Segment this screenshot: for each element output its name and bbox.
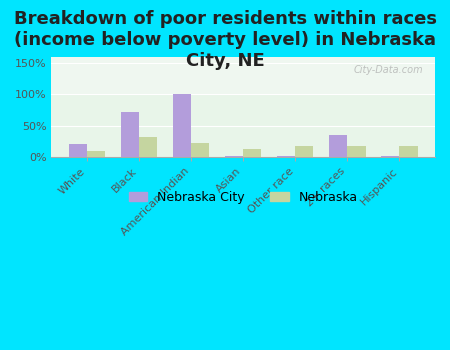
Bar [399, 146, 418, 157]
Bar [87, 151, 105, 157]
Bar [139, 137, 158, 157]
Bar [295, 146, 314, 157]
Bar [225, 156, 243, 157]
Bar [69, 145, 87, 157]
Legend: Nebraska City, Nebraska: Nebraska City, Nebraska [124, 186, 363, 209]
Bar [277, 156, 295, 157]
Bar [347, 146, 365, 157]
Text: City-Data.com: City-Data.com [354, 65, 423, 75]
Bar [121, 112, 139, 157]
Bar [173, 94, 191, 157]
Bar [51, 57, 435, 94]
Bar [381, 156, 399, 157]
Bar [243, 149, 261, 157]
Bar [329, 135, 347, 157]
Bar [191, 142, 209, 157]
Text: Breakdown of poor residents within races
(income below poverty level) in Nebrask: Breakdown of poor residents within races… [14, 10, 436, 70]
